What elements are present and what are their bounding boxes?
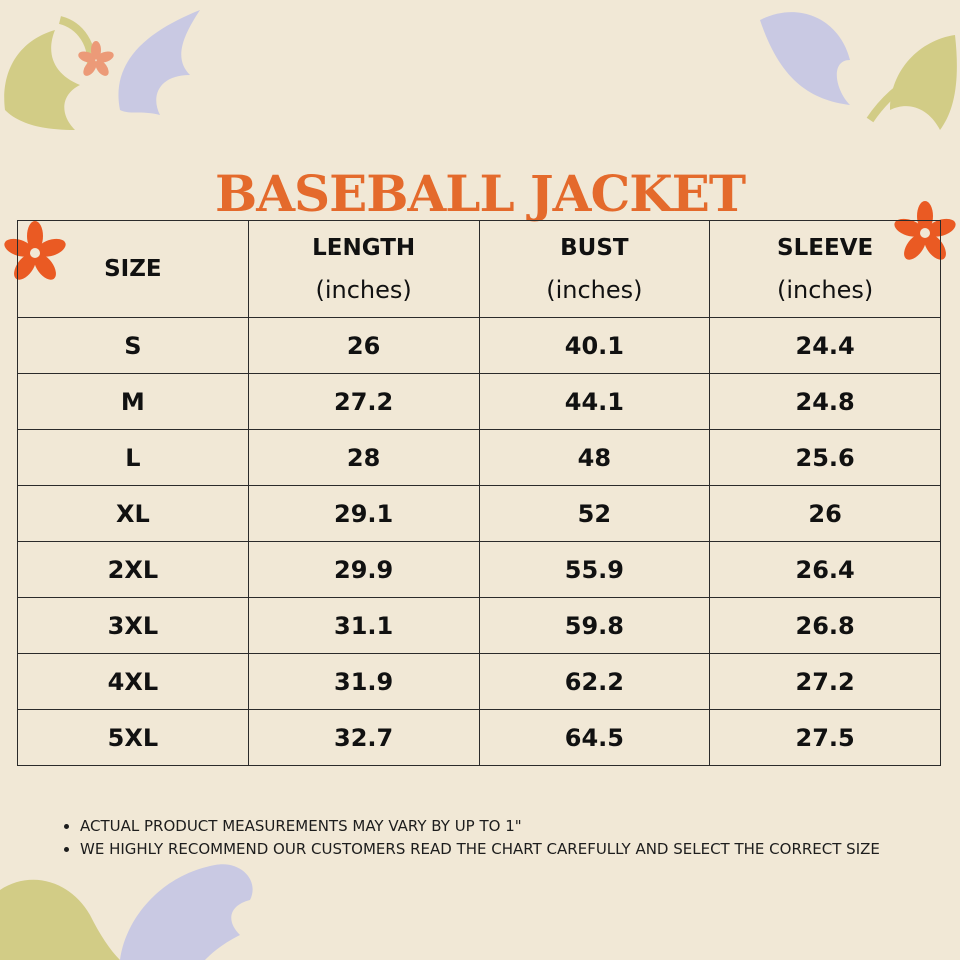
bottom-left-leaves-decoration (0, 864, 253, 960)
table-row: XL 29.1 52 26 (17, 485, 941, 542)
table-header-row: SIZE LENGTH (inches) BUST (inches) SLEEV… (17, 220, 941, 318)
table-row: L 28 48 25.6 (17, 429, 941, 486)
header-size: SIZE (17, 220, 249, 318)
note-item: ACTUAL PRODUCT MEASUREMENTS MAY VARY BY … (80, 815, 950, 838)
cell-sleeve: 25.6 (709, 429, 941, 486)
header-unit: (inches) (315, 276, 412, 304)
cell-bust: 55.9 (478, 541, 711, 598)
cell-length: 26 (247, 317, 480, 374)
cell-size: L (17, 429, 249, 486)
cell-bust: 48 (478, 429, 711, 486)
cell-size: 3XL (17, 597, 249, 654)
header-length: LENGTH (inches) (247, 220, 480, 318)
top-right-leaves-decoration (760, 12, 957, 130)
table-row: 4XL 31.9 62.2 27.2 (17, 653, 941, 710)
cell-length: 27.2 (247, 373, 480, 430)
page-title: BASEBALL JACKET (214, 163, 746, 223)
cell-bust: 52 (478, 485, 711, 542)
cell-size: 4XL (17, 653, 249, 710)
cell-sleeve: 26 (709, 485, 941, 542)
size-chart-table: SIZE LENGTH (inches) BUST (inches) SLEEV… (17, 220, 941, 766)
cell-bust: 44.1 (478, 373, 711, 430)
cell-length: 29.1 (247, 485, 480, 542)
header-label: SIZE (104, 256, 162, 282)
cell-size: 5XL (17, 709, 249, 766)
note-item: WE HIGHLY RECOMMEND OUR CUSTOMERS READ T… (80, 838, 950, 861)
header-label: SLEEVE (777, 235, 874, 261)
header-unit: (inches) (776, 276, 874, 304)
cell-length: 31.9 (247, 653, 480, 710)
cell-length: 28 (247, 429, 480, 486)
small-flower-icon (78, 41, 114, 76)
cell-sleeve: 24.8 (709, 373, 941, 430)
table-row: 5XL 32.7 64.5 27.5 (17, 709, 941, 766)
cell-bust: 40.1 (478, 317, 711, 374)
top-left-leaves-decoration (4, 10, 200, 130)
cell-length: 31.1 (247, 597, 480, 654)
table-row: S 26 40.1 24.4 (17, 317, 941, 374)
cell-size: XL (17, 485, 249, 542)
notes-list: ACTUAL PRODUCT MEASUREMENTS MAY VARY BY … (58, 815, 950, 861)
cell-size: S (17, 317, 249, 374)
cell-size: M (17, 373, 249, 430)
cell-length: 29.9 (247, 541, 480, 598)
cell-length: 32.7 (247, 709, 480, 766)
header-unit: (inches) (546, 276, 643, 304)
table-row: 2XL 29.9 55.9 26.4 (17, 541, 941, 598)
cell-bust: 64.5 (478, 709, 711, 766)
cell-bust: 62.2 (478, 653, 711, 710)
header-bust: BUST (inches) (478, 220, 711, 318)
cell-bust: 59.8 (478, 597, 711, 654)
cell-size: 2XL (17, 541, 249, 598)
cell-sleeve: 24.4 (709, 317, 941, 374)
header-label: LENGTH (312, 235, 416, 261)
cell-sleeve: 26.8 (709, 597, 941, 654)
header-sleeve: SLEEVE (inches) (709, 220, 941, 318)
header-label: BUST (560, 235, 629, 261)
table-row: M 27.2 44.1 24.8 (17, 373, 941, 430)
cell-sleeve: 27.2 (709, 653, 941, 710)
cell-sleeve: 26.4 (709, 541, 941, 598)
cell-sleeve: 27.5 (709, 709, 941, 766)
table-row: 3XL 31.1 59.8 26.8 (17, 597, 941, 654)
